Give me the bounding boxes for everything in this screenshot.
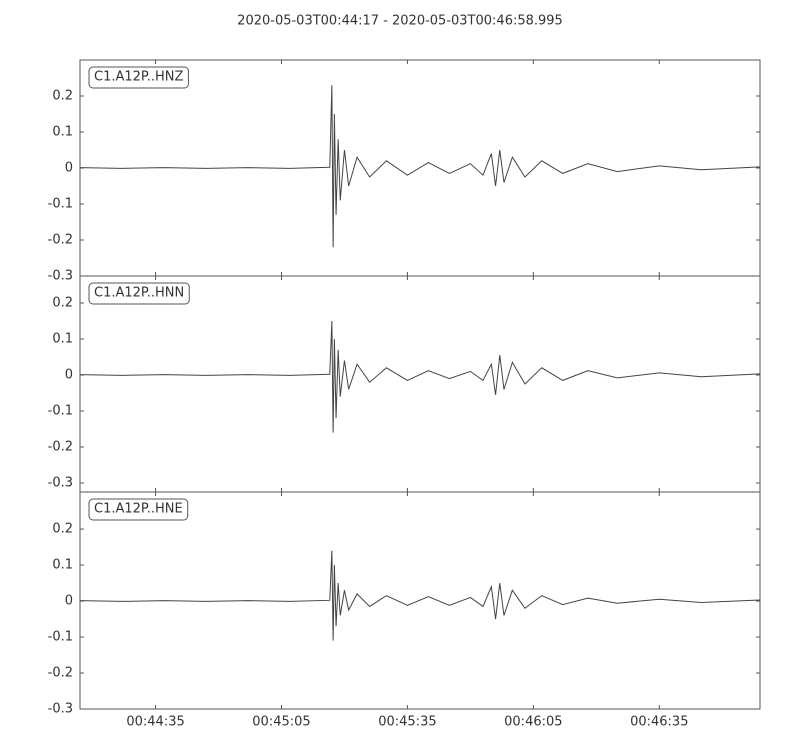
y-tick-label: 0.1 [52,332,73,347]
trace-label-box [88,282,190,305]
y-tick-label: 0.1 [52,125,73,140]
y-tick-label: -0.1 [48,630,73,645]
trace-label: C1.A12P..HNE [94,502,183,517]
y-tick-label: -0.2 [48,666,73,681]
waveform [79,320,761,433]
y-tick-label: -0.3 [48,702,73,717]
trace-label-box [88,498,189,521]
y-tick-label: 0.2 [52,296,73,311]
chart-title: 2020-05-03T00:44:17 - 2020-05-03T00:46:5… [237,14,563,29]
trace-label: C1.A12P..HNZ [94,70,183,85]
y-tick-label: 0.2 [52,89,73,104]
waveform [79,550,761,641]
panel-frame [79,491,761,710]
y-tick-label: -0.1 [48,197,73,212]
x-tick-label: 00:46:05 [504,715,562,730]
y-tick-label: 0 [65,161,73,176]
x-tick-label: 00:44:35 [126,715,184,730]
y-tick-label: -0.3 [48,269,73,284]
y-tick-label: -0.3 [48,476,73,491]
x-tick-label: 00:45:35 [378,715,436,730]
x-tick-label: 00:46:35 [630,715,688,730]
y-tick-label: 0 [65,368,73,383]
waveform [79,85,761,248]
y-tick-label: -0.1 [48,404,73,419]
trace-label: C1.A12P..HNN [94,286,184,301]
y-tick-label: -0.2 [48,440,73,455]
y-tick-label: -0.2 [48,233,73,248]
y-tick-label: 0.2 [52,522,73,537]
y-tick-label: 0.1 [52,558,73,573]
y-tick-label: 0 [65,594,73,609]
panel-frame [79,275,761,493]
x-tick-label: 00:45:05 [252,715,310,730]
trace-label-box [88,66,189,89]
